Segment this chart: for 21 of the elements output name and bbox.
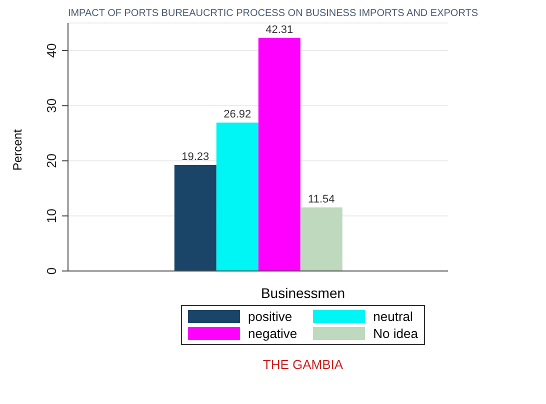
bar — [174, 165, 216, 271]
text: THE GAMBIA — [262, 357, 344, 372]
chart-title: IMPACT OF PORTS BUREAUCRTIC PROCESS ON BUSINESS IMPORTS AND EXPORTS — [66, 8, 480, 19]
data-label: 11.54 — [308, 193, 335, 206]
y-tick-label: 0 — [44, 267, 59, 275]
legend-label: positive — [248, 309, 292, 324]
x-axis-title: Businessmen — [260, 285, 346, 301]
bar — [258, 38, 300, 271]
y-tick-label: 10 — [44, 208, 59, 224]
legend-label: No idea — [373, 326, 418, 341]
bar — [300, 207, 342, 271]
data-label: 19.23 — [182, 151, 210, 164]
legend-label: negative — [248, 326, 298, 341]
legend-label: neutral — [373, 309, 413, 324]
bar — [216, 122, 258, 271]
y-tick-label: 30 — [44, 98, 59, 113]
data-label: 26.92 — [224, 108, 252, 121]
data-label: 42.31 — [266, 24, 294, 36]
y-tick-label: 20 — [44, 154, 59, 168]
y-tick-label: 40 — [44, 43, 59, 58]
y-axis-title: Percent — [11, 129, 26, 171]
